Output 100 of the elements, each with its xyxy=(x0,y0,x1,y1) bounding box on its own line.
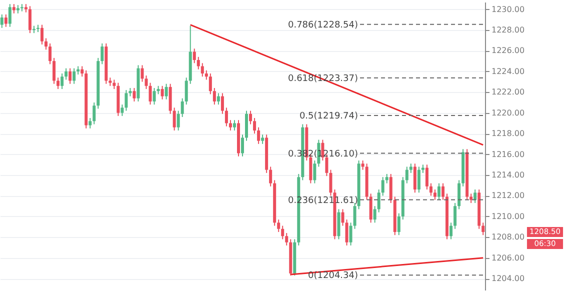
candlestick xyxy=(208,72,212,95)
candlestick xyxy=(88,118,92,129)
y-tick-label: 1228.00 xyxy=(492,25,525,34)
candlestick xyxy=(249,110,252,125)
candlestick xyxy=(80,66,84,78)
y-tick-label: 1204.00 xyxy=(492,274,525,284)
candlestick xyxy=(68,68,72,84)
candlestick xyxy=(40,24,44,45)
y-tick-label: 1206.00 xyxy=(492,253,525,262)
candlestick xyxy=(261,134,264,144)
candlestick xyxy=(281,225,284,240)
candlestick xyxy=(144,75,148,90)
candlestick xyxy=(277,219,280,232)
candlestick xyxy=(220,92,224,114)
candlestick xyxy=(433,189,436,200)
candlestick xyxy=(437,182,440,200)
candlestick xyxy=(180,98,184,118)
candlestick xyxy=(228,120,232,131)
candlestick xyxy=(200,62,204,78)
candlestick xyxy=(313,160,316,184)
candlestick xyxy=(212,87,216,106)
candlestick xyxy=(377,189,380,213)
y-tick-label: 1226.00 xyxy=(492,46,525,56)
candlestick xyxy=(240,134,244,157)
ref-line-label: 0.786(1228.54) xyxy=(288,20,358,30)
candlestick xyxy=(64,68,68,80)
candlestick xyxy=(192,48,196,64)
candlestick xyxy=(345,219,348,246)
candlestick xyxy=(100,42,104,65)
candlestick xyxy=(176,110,180,131)
candlestick xyxy=(253,118,256,134)
candlestick xyxy=(216,92,220,106)
candlestick xyxy=(140,64,144,82)
candlestick xyxy=(389,173,392,204)
candlestick xyxy=(232,120,236,131)
candlestick xyxy=(196,56,200,70)
candlestick xyxy=(269,166,272,187)
y-tick-label: 1224.00 xyxy=(492,66,525,76)
candlestick xyxy=(458,180,461,210)
candlestick xyxy=(148,82,152,106)
candlestick xyxy=(152,87,156,106)
candlestick xyxy=(257,126,260,144)
candlestick xyxy=(349,222,352,246)
candlestick xyxy=(224,107,228,127)
candlestick xyxy=(385,173,388,184)
candlestick xyxy=(425,164,428,190)
candlestick xyxy=(8,4,12,28)
candlestick xyxy=(60,72,64,90)
candlestick xyxy=(474,189,477,204)
ref-line-label: 0(1204.34) xyxy=(308,271,358,282)
candlestick xyxy=(441,182,444,200)
candlestick xyxy=(184,77,188,106)
candlestick xyxy=(204,70,208,80)
y-tick-label: 1220.00 xyxy=(492,108,525,118)
candlestick xyxy=(337,208,340,240)
candlestick xyxy=(470,193,473,204)
candlestick xyxy=(92,102,96,125)
candlestick xyxy=(413,163,416,194)
candlestick xyxy=(12,4,16,14)
candlestick xyxy=(409,163,412,174)
candlestick xyxy=(0,14,4,28)
candlestick xyxy=(341,208,344,226)
candlestick xyxy=(329,169,332,196)
y-tick-label: 1212.00 xyxy=(492,191,525,200)
candlestick xyxy=(132,87,136,102)
y-tick-label: 1208.00 xyxy=(492,232,525,242)
candlestick xyxy=(112,79,116,90)
candlestick xyxy=(172,107,176,131)
candlestick xyxy=(124,90,128,112)
candlestick xyxy=(369,193,372,224)
candlestick xyxy=(52,57,56,84)
candlestick xyxy=(56,77,60,90)
ref-line-label: 0.5(1219.74) xyxy=(299,112,358,122)
candlestick xyxy=(450,222,453,240)
candlestick xyxy=(381,176,384,196)
candlestick xyxy=(28,6,32,34)
candlestick xyxy=(44,38,48,50)
candlestick xyxy=(285,232,288,246)
candlestick xyxy=(245,110,248,142)
candlestick xyxy=(373,206,376,224)
candlestick xyxy=(48,42,52,65)
candlestick xyxy=(397,212,400,236)
candlestick xyxy=(160,85,164,100)
candlestick xyxy=(454,202,457,230)
candlestick xyxy=(72,68,76,84)
y-tick-label: 1230.00 xyxy=(492,4,525,14)
y-tick-label: 1210.00 xyxy=(492,212,525,221)
candlestick xyxy=(417,166,420,194)
candlestick xyxy=(120,104,124,116)
y-tick-label: 1216.00 xyxy=(492,150,525,159)
candlestick xyxy=(482,222,485,236)
candlestick xyxy=(429,182,432,196)
candlestick xyxy=(20,4,24,12)
y-tick-label: 1214.00 xyxy=(492,170,525,180)
candlestick xyxy=(168,83,172,114)
candlestick xyxy=(164,83,168,100)
y-tick-label: 1218.00 xyxy=(492,129,525,138)
candlestick xyxy=(361,160,364,170)
candlestick xyxy=(4,14,8,28)
candlestick xyxy=(405,166,408,184)
